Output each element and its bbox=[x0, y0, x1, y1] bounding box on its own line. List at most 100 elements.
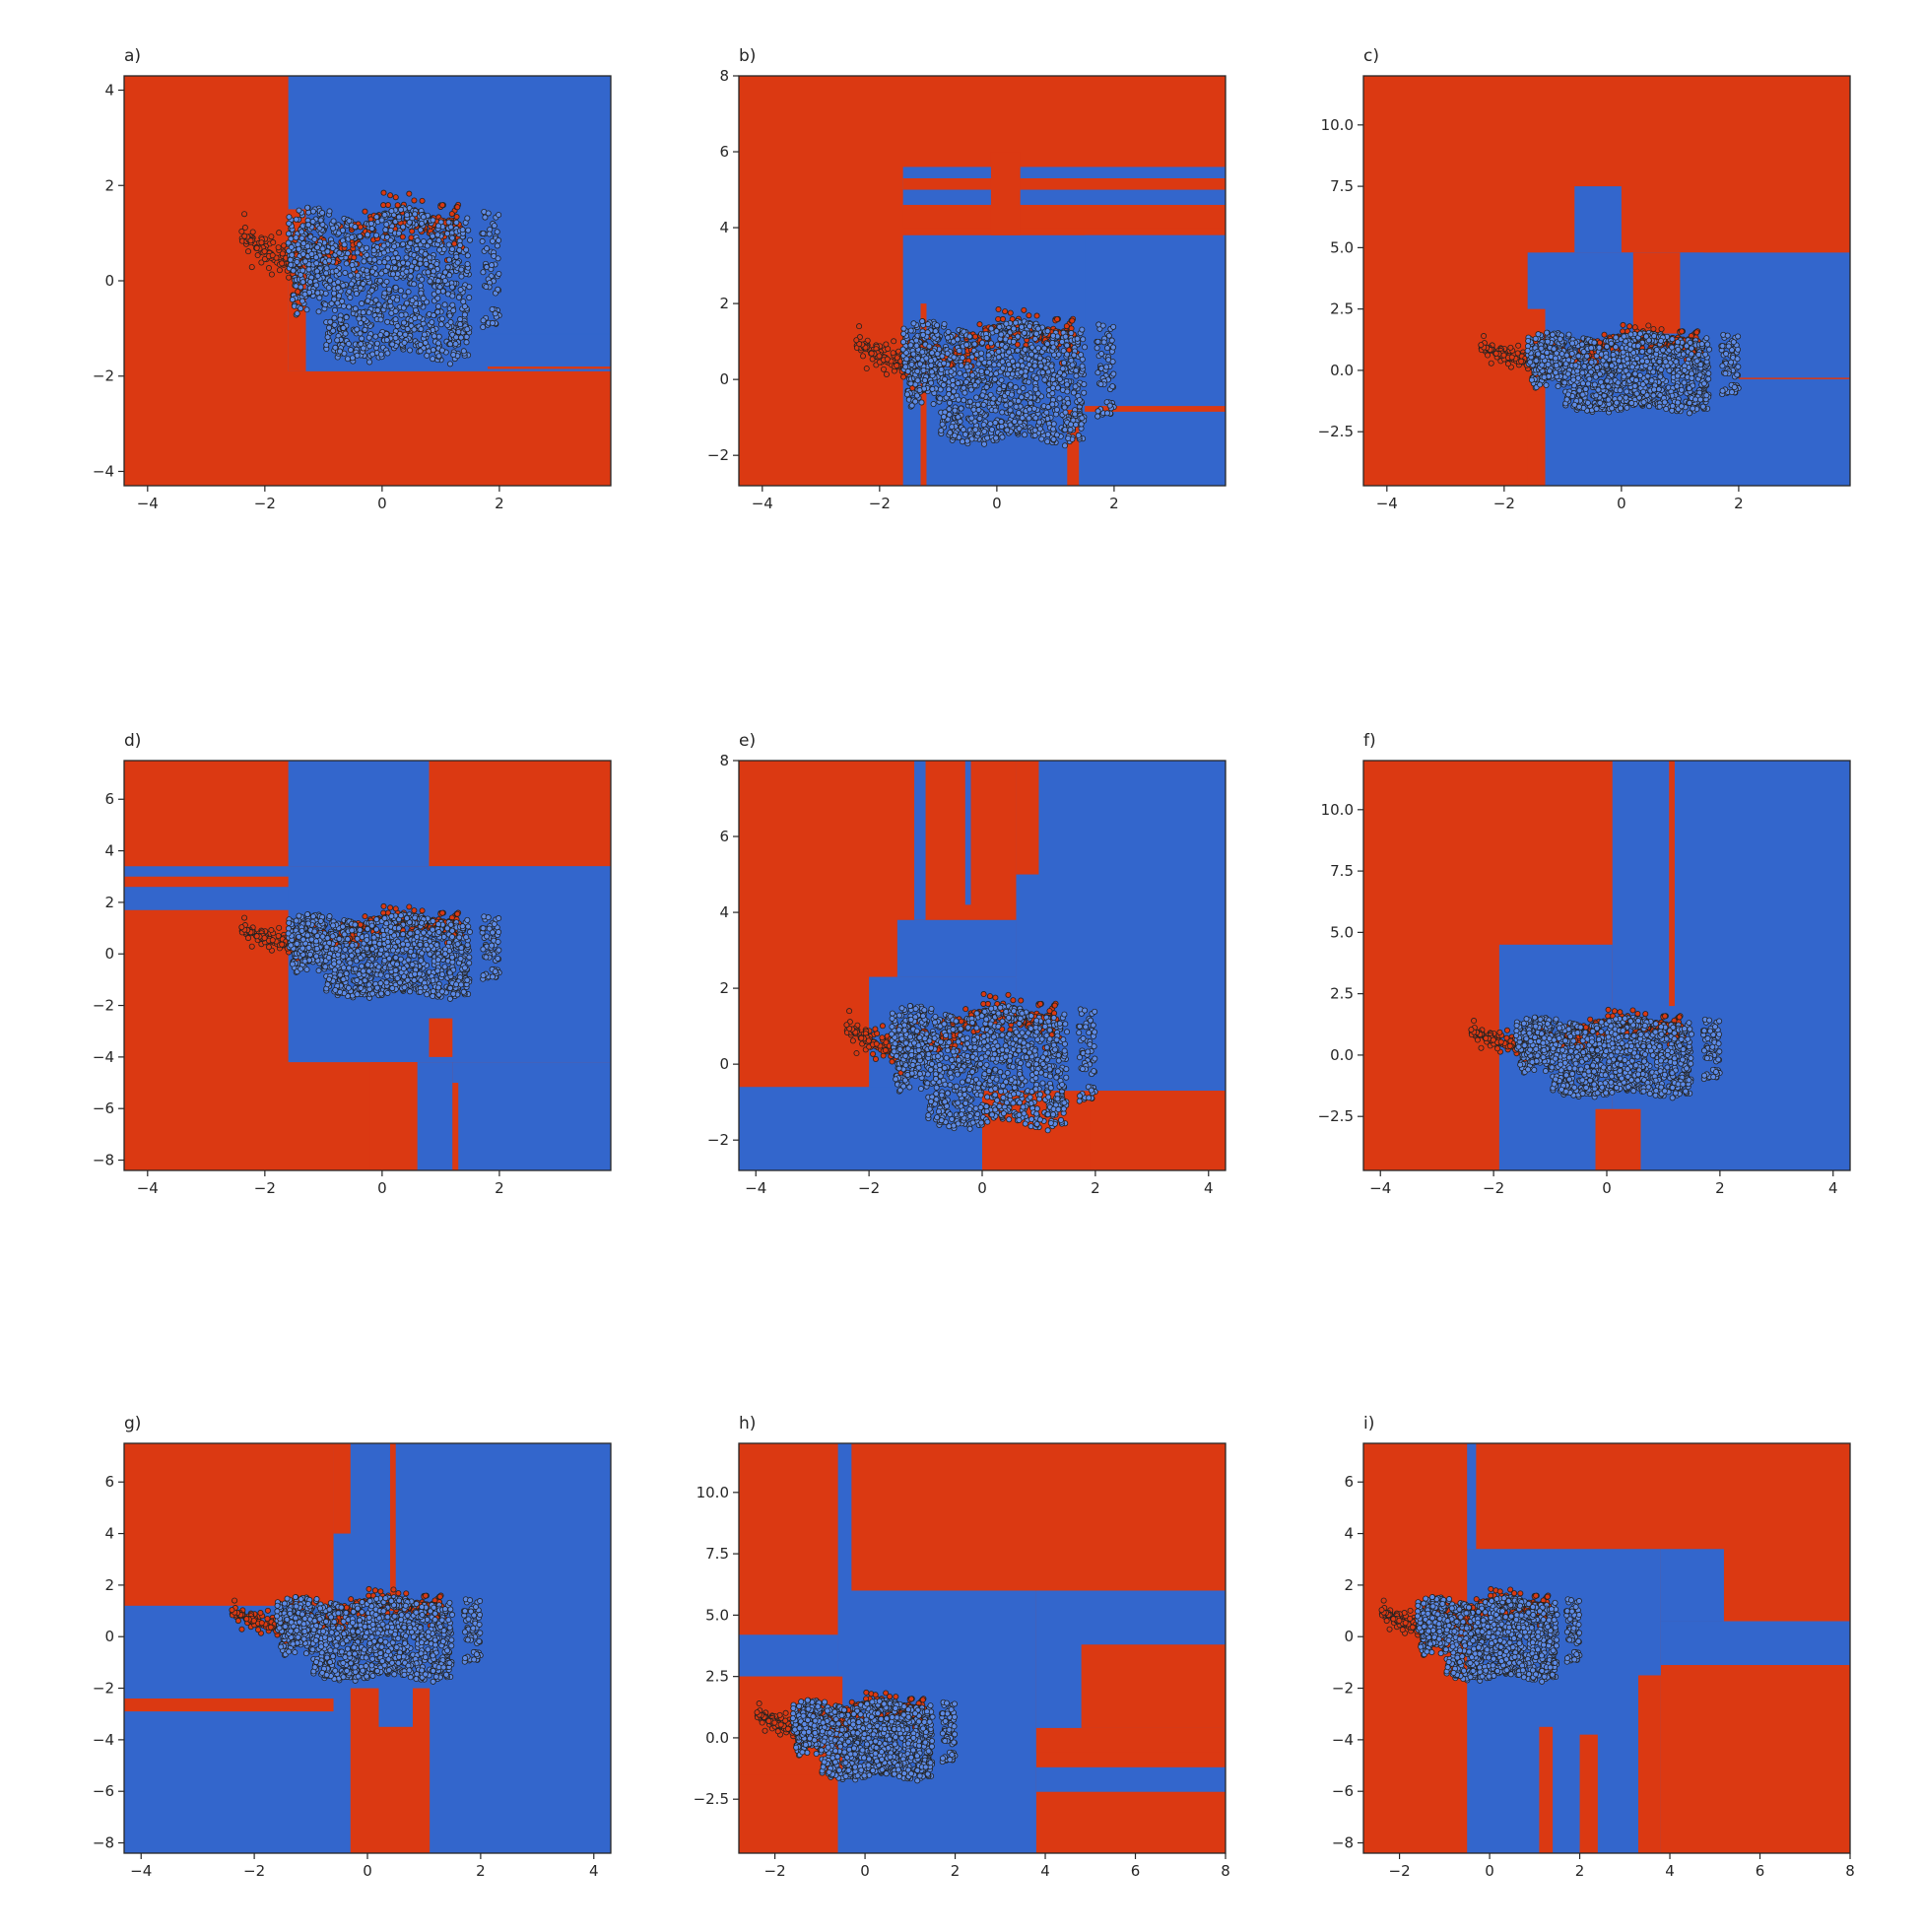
point-blue bbox=[934, 322, 941, 329]
point-red bbox=[1645, 322, 1652, 329]
point-red bbox=[249, 229, 256, 235]
point-red bbox=[276, 267, 283, 274]
point-blue bbox=[1735, 346, 1742, 353]
point-blue bbox=[970, 406, 977, 413]
point-blue bbox=[435, 333, 442, 340]
point-blue bbox=[434, 295, 441, 301]
point-red bbox=[275, 244, 282, 251]
point-red bbox=[439, 202, 446, 209]
point-blue bbox=[480, 317, 487, 324]
point-blue bbox=[434, 232, 441, 238]
point-blue bbox=[916, 361, 923, 367]
x-tick-label: 0 bbox=[377, 495, 387, 512]
point-blue bbox=[405, 289, 412, 296]
point-blue bbox=[430, 347, 436, 354]
point-blue bbox=[1056, 395, 1063, 402]
x-tick-label: −2 bbox=[1493, 495, 1515, 512]
point-blue bbox=[1072, 383, 1079, 390]
point-blue bbox=[1640, 388, 1647, 395]
point-blue bbox=[1524, 348, 1531, 355]
point-blue bbox=[1657, 373, 1664, 380]
point-blue bbox=[322, 290, 329, 297]
point-blue bbox=[326, 208, 333, 215]
point-blue bbox=[1545, 361, 1552, 367]
point-red bbox=[1507, 344, 1514, 351]
point-blue bbox=[424, 299, 431, 305]
point-red bbox=[891, 338, 897, 345]
point-blue bbox=[457, 321, 464, 328]
point-blue bbox=[289, 251, 296, 258]
point-blue bbox=[966, 398, 973, 405]
point-blue bbox=[360, 345, 366, 352]
point-blue bbox=[919, 349, 926, 356]
point-blue bbox=[330, 218, 337, 225]
point-blue bbox=[1079, 326, 1086, 333]
point-blue bbox=[1658, 366, 1665, 373]
point-blue bbox=[1100, 339, 1107, 346]
point-blue bbox=[1108, 337, 1115, 344]
point-blue bbox=[427, 238, 433, 245]
point-blue bbox=[1618, 364, 1625, 370]
point-blue bbox=[1603, 362, 1610, 368]
point-blue bbox=[353, 291, 360, 298]
point-red bbox=[1054, 316, 1061, 323]
point-blue bbox=[384, 255, 391, 262]
point-blue bbox=[409, 298, 416, 304]
point-red bbox=[995, 306, 1002, 313]
point-blue bbox=[978, 367, 985, 374]
point-blue bbox=[495, 286, 501, 293]
point-red bbox=[860, 353, 867, 360]
point-blue bbox=[303, 966, 310, 973]
point-blue bbox=[1624, 388, 1630, 395]
point-blue bbox=[1031, 363, 1038, 369]
point-blue bbox=[457, 241, 464, 248]
point-blue bbox=[1588, 345, 1595, 352]
point-blue bbox=[991, 375, 998, 382]
point-blue bbox=[496, 237, 502, 244]
point-blue bbox=[1019, 323, 1026, 330]
point-blue bbox=[456, 246, 463, 253]
point-blue bbox=[464, 326, 471, 333]
point-blue bbox=[357, 233, 364, 240]
point-blue bbox=[1544, 349, 1551, 356]
point-red bbox=[1650, 325, 1657, 332]
region-red bbox=[990, 152, 1021, 235]
point-red bbox=[276, 924, 283, 931]
point-blue bbox=[1544, 329, 1551, 336]
point-blue bbox=[981, 440, 988, 447]
point-blue bbox=[381, 290, 388, 297]
point-blue bbox=[378, 270, 385, 277]
point-blue bbox=[1554, 350, 1560, 357]
point-blue bbox=[954, 336, 961, 343]
point-red bbox=[1014, 341, 1021, 348]
point-blue bbox=[998, 419, 1005, 426]
point-blue bbox=[380, 242, 387, 249]
point-blue bbox=[1706, 346, 1713, 353]
point-blue bbox=[434, 278, 441, 285]
point-red bbox=[247, 237, 254, 244]
point-red bbox=[1485, 352, 1492, 359]
point-blue bbox=[334, 337, 341, 344]
point-blue bbox=[433, 260, 440, 267]
point-blue bbox=[343, 314, 350, 321]
point-blue bbox=[309, 218, 316, 225]
point-blue bbox=[486, 231, 493, 237]
point-blue bbox=[1032, 415, 1039, 422]
y-tick-label: 4 bbox=[104, 82, 114, 100]
point-blue bbox=[1004, 370, 1011, 377]
point-blue bbox=[1061, 404, 1068, 411]
point-blue bbox=[460, 299, 467, 305]
point-blue bbox=[327, 318, 334, 325]
point-blue bbox=[285, 239, 292, 246]
point-blue bbox=[1616, 358, 1623, 365]
point-blue bbox=[400, 240, 407, 247]
point-blue bbox=[1015, 398, 1022, 405]
point-red bbox=[419, 197, 426, 204]
point-blue bbox=[968, 415, 975, 422]
point-blue bbox=[299, 279, 306, 286]
point-blue bbox=[923, 355, 930, 362]
point-blue bbox=[1546, 367, 1553, 374]
point-red bbox=[894, 363, 900, 369]
panel-label: b) bbox=[739, 46, 756, 66]
